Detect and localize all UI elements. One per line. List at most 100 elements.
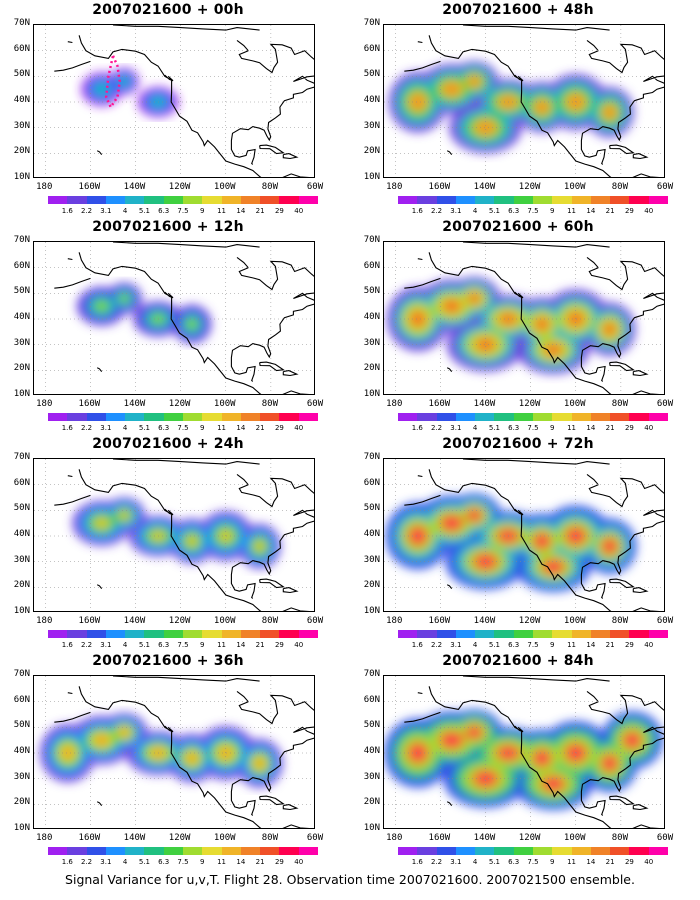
colorbar-swatch bbox=[67, 196, 87, 204]
colorbar-swatch bbox=[552, 630, 572, 638]
colorbar-label: 11 bbox=[217, 858, 227, 866]
colorbar-swatch bbox=[298, 630, 318, 638]
colorbar-swatch bbox=[163, 196, 183, 204]
colorbar-swatch bbox=[260, 630, 280, 638]
lat-tick-label: 30N bbox=[363, 771, 380, 782]
colorbar-label: 3.1 bbox=[100, 424, 112, 432]
colorbar-swatch bbox=[144, 847, 164, 855]
colorbar-swatch bbox=[48, 196, 68, 204]
colorbar-swatch bbox=[629, 413, 649, 421]
colorbar-label: 6.3 bbox=[508, 641, 520, 649]
variance-contour bbox=[469, 728, 480, 737]
colorbar-label: 21 bbox=[255, 207, 265, 215]
colorbar-swatch bbox=[260, 413, 280, 421]
lat-tick-label: 70N bbox=[363, 18, 380, 28]
forecast-panel: 2007021600 + 72h 70N 60N 50N 40N 30N 20N 10N 180… bbox=[350, 436, 690, 651]
lat-tick-label: 10N bbox=[13, 606, 30, 616]
colorbar-swatch bbox=[144, 413, 164, 421]
colorbar-swatch bbox=[182, 630, 203, 638]
lat-tick-label: 50N bbox=[13, 69, 30, 80]
colorbar-swatch bbox=[455, 630, 476, 638]
variance-contour bbox=[255, 542, 264, 551]
colorbar-label: 7.5 bbox=[527, 207, 539, 215]
variance-contour bbox=[95, 735, 108, 745]
colorbar-swatch bbox=[552, 847, 572, 855]
lon-tick-label: 140W bbox=[473, 182, 496, 192]
colorbar-label: 4 bbox=[122, 858, 128, 866]
lon-tick-label: 60W bbox=[656, 833, 674, 843]
colorbar-swatch bbox=[513, 196, 533, 204]
variance-field bbox=[72, 497, 281, 569]
colorbar-label: 40 bbox=[644, 207, 654, 215]
lon-tick-label: 160W bbox=[78, 833, 101, 843]
colorbar-swatch bbox=[298, 413, 318, 421]
lon-tick-label: 140W bbox=[123, 833, 146, 843]
colorbar-label: 1.6 bbox=[411, 641, 423, 649]
variance-field bbox=[384, 709, 663, 810]
lon-tick-label: 120W bbox=[168, 833, 191, 843]
colorbar-label: 9 bbox=[550, 424, 555, 432]
colorbar-label: 29 bbox=[624, 207, 634, 215]
colorbar-swatch bbox=[105, 847, 126, 855]
colorbar-swatch bbox=[105, 413, 126, 421]
variance-contour bbox=[445, 84, 458, 94]
variance-contour bbox=[546, 562, 560, 572]
colorbar-swatch bbox=[240, 847, 261, 855]
variance-contour bbox=[469, 294, 479, 303]
variance-contour bbox=[604, 758, 615, 769]
lat-tick-label: 20N bbox=[363, 146, 380, 157]
colorbar-swatch bbox=[532, 847, 553, 855]
colorbar-swatch bbox=[48, 413, 68, 421]
colorbar-swatch bbox=[125, 413, 145, 421]
colorbar-swatch bbox=[436, 847, 456, 855]
colorbar-swatch bbox=[125, 196, 145, 204]
colorbar-label: 21 bbox=[605, 424, 615, 432]
lon-tick-label: 100W bbox=[563, 616, 586, 626]
colorbar-label: 21 bbox=[605, 641, 615, 649]
lat-tick-label: 40N bbox=[363, 529, 380, 539]
lon-tick-label: 100W bbox=[563, 399, 586, 409]
variance-contour bbox=[62, 747, 73, 759]
colorbar-label: 6.3 bbox=[508, 858, 520, 866]
coastline bbox=[404, 676, 664, 828]
colorbar-label: 4 bbox=[122, 207, 128, 215]
colorbar-label: 3.1 bbox=[450, 641, 462, 649]
colorbar-swatch bbox=[571, 630, 591, 638]
variance-contour bbox=[444, 518, 459, 529]
colorbar-swatch bbox=[610, 196, 630, 204]
panel-title: 2007021600 + 36h bbox=[92, 653, 244, 669]
lon-tick-label: 180 bbox=[36, 182, 53, 192]
colorbar-label: 2.2 bbox=[430, 207, 443, 215]
lat-tick-label: 40N bbox=[363, 746, 380, 756]
forecast-panel: 2007021600 + 84h 70N 60N 50N 40N 30N 20N 10N 180… bbox=[350, 653, 690, 868]
coastline bbox=[54, 242, 314, 394]
colorbar-swatch bbox=[260, 196, 280, 204]
lat-tick-label: 70N bbox=[363, 235, 380, 245]
variance-contour bbox=[444, 734, 459, 746]
colorbar-swatch bbox=[552, 196, 572, 204]
colorbar-swatch bbox=[648, 413, 668, 421]
colorbar-label: 9 bbox=[200, 424, 205, 432]
colorbar-label: 2.2 bbox=[80, 641, 93, 649]
lat-tick-label: 20N bbox=[13, 363, 30, 374]
colorbar-label: 11 bbox=[567, 207, 577, 215]
colorbar-label: 3.1 bbox=[100, 207, 112, 215]
panel-title: 2007021600 + 72h bbox=[442, 436, 594, 452]
colorbar-swatch bbox=[648, 630, 668, 638]
colorbar-label: 40 bbox=[644, 858, 654, 866]
colorbar-label: 3.1 bbox=[100, 641, 112, 649]
colorbar-label: 4 bbox=[122, 424, 128, 432]
lon-tick-label: 80W bbox=[611, 399, 628, 409]
colorbar-label: 7.5 bbox=[177, 424, 189, 432]
colorbar-label: 5.1 bbox=[138, 858, 150, 866]
colorbar-swatch bbox=[221, 630, 241, 638]
colorbar-swatch bbox=[571, 196, 591, 204]
colorbar-label: 2.2 bbox=[80, 207, 93, 215]
colorbar-swatch bbox=[436, 413, 456, 421]
coastline bbox=[54, 25, 314, 177]
lat-tick-label: 30N bbox=[363, 554, 380, 565]
panel-title: 2007021600 + 24h bbox=[92, 436, 244, 452]
colorbar-label: 6.3 bbox=[508, 424, 520, 432]
colorbar-label: 9 bbox=[550, 207, 555, 215]
colorbar-swatch bbox=[221, 847, 241, 855]
